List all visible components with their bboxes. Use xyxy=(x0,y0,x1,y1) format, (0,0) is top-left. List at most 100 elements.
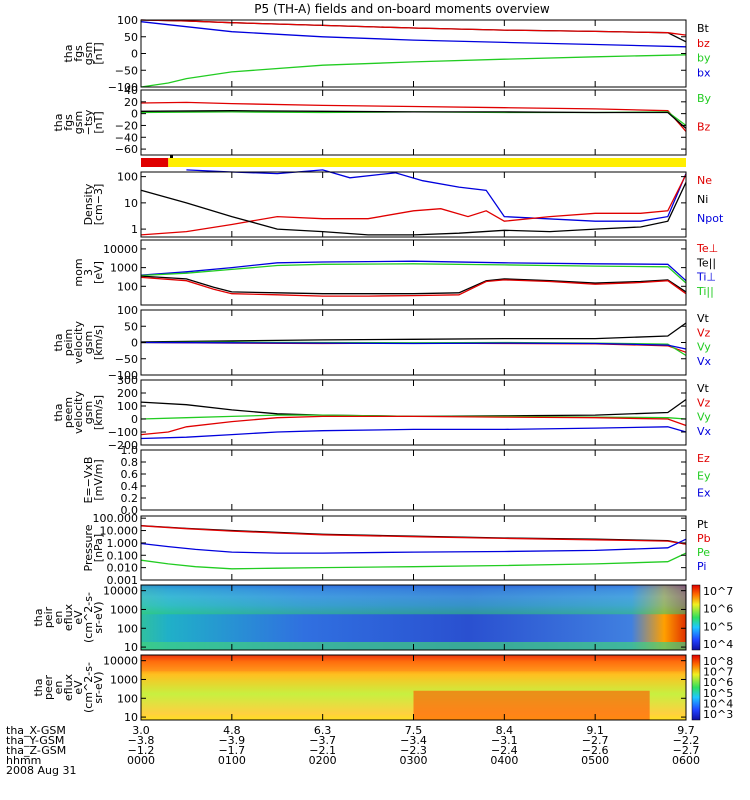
y-tick-label: 0 xyxy=(131,337,138,350)
y-tick-label: 50 xyxy=(124,320,138,333)
mode-bar-segment xyxy=(141,158,169,167)
series-line-By xyxy=(140,111,687,127)
mode-bar-marker xyxy=(170,155,173,158)
x-tick-value: 0300 xyxy=(400,754,428,767)
y-tick-label: −40 xyxy=(115,131,138,144)
legend-entry: by xyxy=(697,52,711,65)
y-axis-label-line: eV xyxy=(72,610,85,625)
panel-frame xyxy=(140,515,687,581)
series-line-Vx xyxy=(140,426,687,440)
legend-entry: Te⊥ xyxy=(696,242,718,255)
legend-entry: Vy xyxy=(697,411,711,424)
y-axis-label: thapeimvelocitygsm[km/s] xyxy=(52,321,105,364)
x-row-label: hhmm xyxy=(6,754,41,767)
y-axis-label-line: [nPa] xyxy=(92,534,105,562)
x-tick-value: −3.4 xyxy=(400,734,427,747)
y-tick-label: 100 xyxy=(117,304,138,317)
y-tick-label: 1000 xyxy=(110,262,138,275)
y-tick-label: −200 xyxy=(108,439,138,452)
colorbar-tick-label: 10^5 xyxy=(703,687,733,700)
series-line-Ti|| xyxy=(140,263,687,284)
series-line-bx xyxy=(140,21,687,48)
y-axis-label-line: [km/s] xyxy=(92,395,105,430)
y-tick-label: −100 xyxy=(108,426,138,439)
legend-entry: bz xyxy=(697,37,710,50)
y-axis-label-line: [eV] xyxy=(92,261,105,284)
x-row-label: tha_Z-GSM xyxy=(6,744,66,757)
panel-6: thapeimvelocitygsm[km/s] xyxy=(52,309,687,376)
legend-entry: Pb xyxy=(697,532,711,545)
y-axis-label-line: velocity xyxy=(72,391,85,434)
y-axis-label-line: sr-eV) xyxy=(92,601,105,633)
legend-entry: Vy xyxy=(697,341,711,354)
legend-entry: Pt xyxy=(697,518,709,531)
x-tick-value: 0600 xyxy=(672,754,700,767)
y-axis-label-line: Density xyxy=(82,183,95,225)
y-axis-label: Pressure[nPa] xyxy=(82,524,105,571)
y-tick-label: 200 xyxy=(117,387,138,400)
y-axis-label: E=−VxB[mV/m] xyxy=(82,457,105,504)
x-tick-value: −3.9 xyxy=(218,734,245,747)
y-axis-label-line: [cm−3] xyxy=(92,184,105,226)
y-axis-label-line: gsm xyxy=(82,42,95,65)
y-axis-label-line: tha xyxy=(52,113,65,131)
y-axis-label: thafgsgsm−tsy[nT] xyxy=(52,109,105,135)
y-axis-label-line: [nT] xyxy=(92,111,105,133)
y-tick-label: 100 xyxy=(117,622,138,635)
x-tick-value: −3.8 xyxy=(128,734,155,747)
y-tick-label: −60 xyxy=(115,143,138,156)
y-axis-label-line: en xyxy=(52,681,65,695)
legend-entry: Bz xyxy=(697,121,711,134)
panel-3 xyxy=(141,155,686,167)
legend-entry: bx xyxy=(697,66,711,79)
legend-entry: Vz xyxy=(697,326,711,339)
legend-entry: Bt xyxy=(697,22,710,35)
y-axis-label-line: −tsy xyxy=(82,109,95,135)
colorbar xyxy=(691,584,701,651)
y-axis-label: thafgsgsm[nT] xyxy=(62,42,105,65)
y-tick-label: 1.000 xyxy=(107,537,139,550)
y-tick-label: 0.100 xyxy=(107,549,139,562)
series-line-Pe xyxy=(140,552,687,570)
colorbar-tick-label: 10^7 xyxy=(703,585,733,598)
x-tick-value: −2.3 xyxy=(400,744,427,757)
colorbar-tick-label: 10^7 xyxy=(703,666,733,679)
y-tick-label: 50 xyxy=(124,31,138,44)
y-axis-label-line: [nT] xyxy=(92,42,105,64)
panel-1: thafgsgsm[nT] xyxy=(62,19,687,88)
x-tick-value: 8.4 xyxy=(496,724,514,737)
electron-spectrogram-hot xyxy=(413,690,650,720)
mode-bar-segment xyxy=(168,158,686,167)
colorbar-tick-label: 10^6 xyxy=(703,603,733,616)
y-axis-label-line: peir xyxy=(42,606,55,628)
x-tick-value: 0400 xyxy=(490,754,518,767)
y-axis-label-line: tha xyxy=(52,333,65,351)
legend-entry: Ne xyxy=(697,174,712,187)
y-axis-label-line: peer xyxy=(42,675,55,701)
y-tick-label: −20 xyxy=(115,119,138,132)
y-axis-label-line: tha xyxy=(52,403,65,421)
y-tick-label: 1 xyxy=(131,223,138,236)
y-tick-label: 0 xyxy=(131,413,138,426)
y-axis-label-line: E=−VxB xyxy=(82,457,95,504)
x-tick-value: −2.7 xyxy=(582,734,609,747)
y-tick-label: 1000 xyxy=(110,603,138,616)
legend-entry: Ti⊥ xyxy=(696,271,716,284)
series-line-Te|| xyxy=(140,275,687,295)
y-tick-label: 10000 xyxy=(103,585,138,598)
colorbar-tick-label: 10^5 xyxy=(703,620,733,633)
y-axis-label-line: gsm xyxy=(82,401,95,424)
x-tick-value: −2.6 xyxy=(582,744,609,757)
x-tick-value: 4.8 xyxy=(223,724,241,737)
panel-7: thapeemvelocitygsm[km/s] xyxy=(52,379,687,446)
y-axis-label-line: tha xyxy=(32,608,45,626)
x-tick-value: −3.7 xyxy=(309,734,336,747)
legend-entry: Ex xyxy=(697,487,711,500)
x-tick-value: 6.3 xyxy=(314,724,332,737)
legend-entry: Vx xyxy=(697,425,712,438)
y-axis-label-line: peim xyxy=(62,329,75,357)
y-axis-label-line: mom xyxy=(72,258,85,286)
y-axis-label: thapeerenefluxeV(cm^2-s-sr-eV) xyxy=(32,662,105,713)
series-line-Pt xyxy=(140,524,687,545)
